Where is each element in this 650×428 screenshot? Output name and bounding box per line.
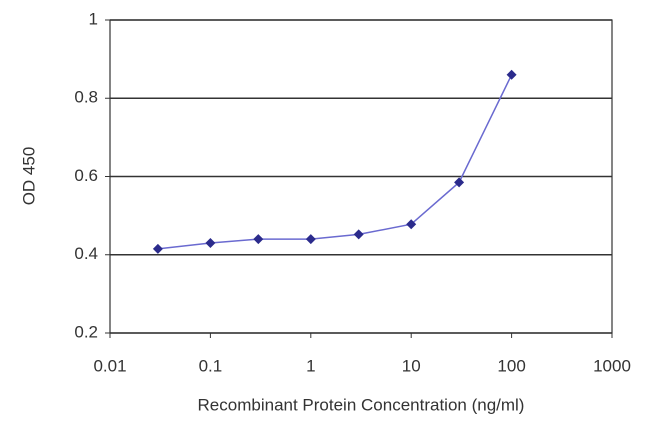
series-line <box>157 74 513 250</box>
y-tick-label: 0.4 <box>74 244 98 263</box>
y-tick-label: 0.8 <box>74 88 98 107</box>
plot-border <box>109 19 613 334</box>
marker <box>253 234 264 245</box>
x-axis-label: Recombinant Protein Concentration (ng/ml… <box>198 395 525 414</box>
marker <box>506 69 517 80</box>
y-tick-label: 0.2 <box>74 322 98 341</box>
marker <box>406 219 417 230</box>
y-axis-label: OD 450 <box>19 147 38 206</box>
x-tick-label: 1 <box>306 356 315 375</box>
y-tick-label: 0.6 <box>74 166 98 185</box>
x-tick-label: 100 <box>497 356 525 375</box>
x-tick-label: 1000 <box>593 356 631 375</box>
marker <box>305 234 316 245</box>
x-tick-label: 0.01 <box>93 356 126 375</box>
y-tick-label: 1 <box>89 9 98 28</box>
marker <box>205 238 216 249</box>
x-tick-label: 0.1 <box>199 356 223 375</box>
marker <box>454 177 465 188</box>
x-tick-label: 10 <box>402 356 421 375</box>
marker <box>353 229 364 240</box>
marker <box>152 243 163 254</box>
